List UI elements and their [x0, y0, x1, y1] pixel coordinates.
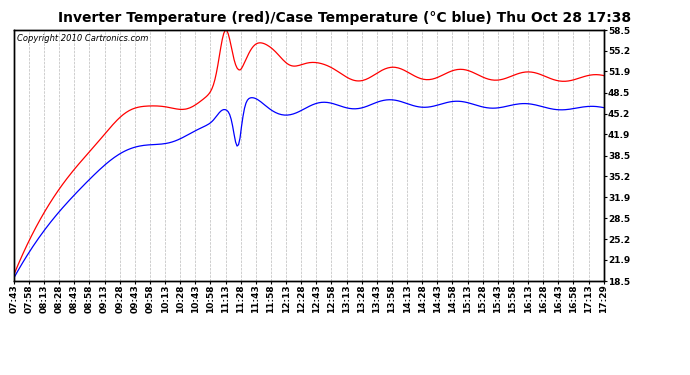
Text: Copyright 2010 Cartronics.com: Copyright 2010 Cartronics.com	[17, 34, 148, 43]
Text: Inverter Temperature (red)/Case Temperature (°C blue) Thu Oct 28 17:38: Inverter Temperature (red)/Case Temperat…	[59, 11, 631, 25]
